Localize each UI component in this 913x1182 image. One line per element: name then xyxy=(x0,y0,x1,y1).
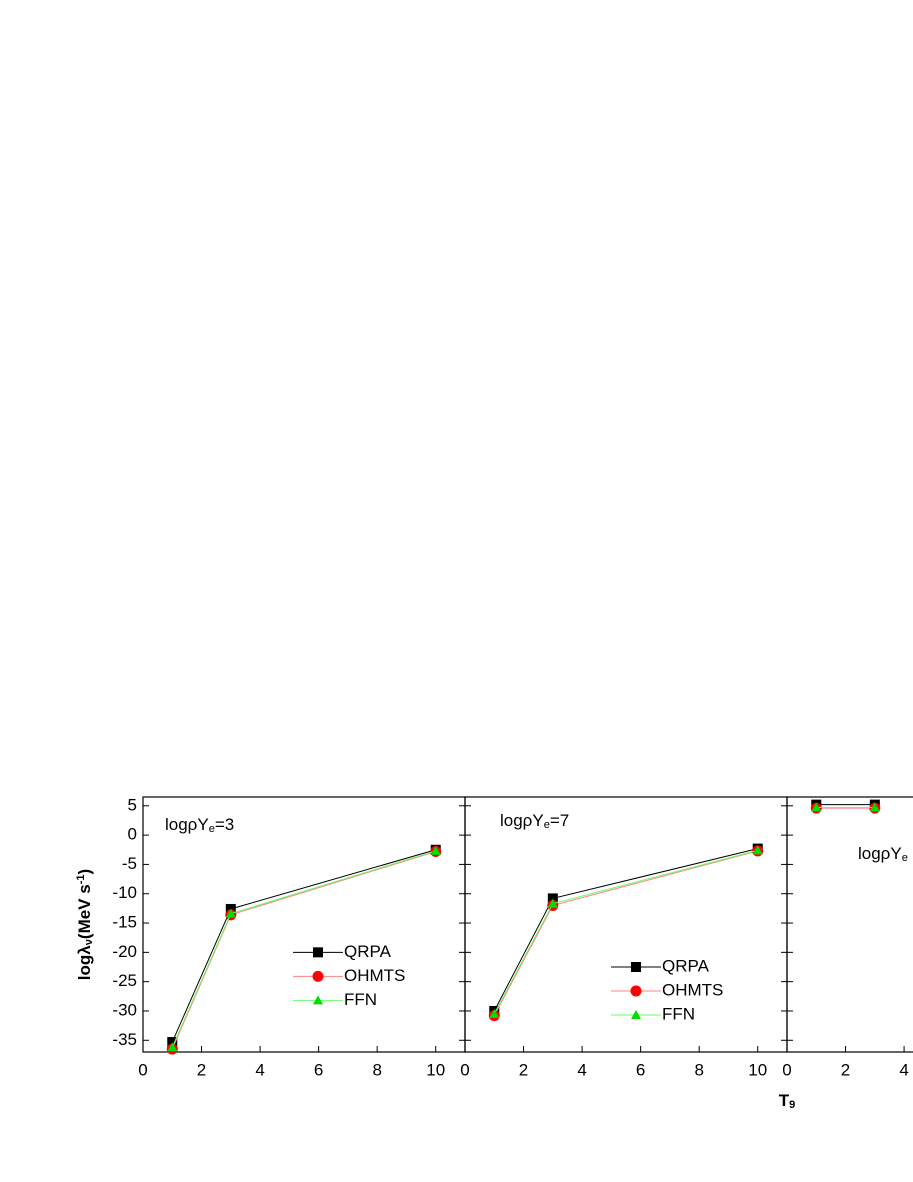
x-axis-label-part: 9 xyxy=(789,1099,795,1111)
x-tick-label: 0 xyxy=(460,1060,469,1079)
legend-label: OHMTS xyxy=(662,980,723,999)
plot-frame xyxy=(142,796,466,1053)
x-tick-label: 8 xyxy=(694,1060,703,1079)
marker xyxy=(489,1008,500,1018)
y-tick-label: -5 xyxy=(122,854,137,873)
legend-marker xyxy=(313,995,323,1005)
series-line xyxy=(171,850,436,1048)
x-tick-label: 4 xyxy=(255,1060,264,1079)
annotation-part: =7 xyxy=(550,811,569,830)
plot-frame xyxy=(464,796,788,1053)
x-tick-label: 6 xyxy=(314,1060,323,1079)
x-tick-label: 0 xyxy=(782,1060,791,1079)
legend-label: QRPA xyxy=(662,956,710,975)
annotation-part: logρY xyxy=(500,811,544,830)
annotation-part: logρY xyxy=(858,844,902,863)
x-tick-label: 10 xyxy=(748,1060,767,1079)
marker xyxy=(752,845,763,855)
x-tick-label: 10 xyxy=(426,1060,445,1079)
y-tick-label: -30 xyxy=(112,1000,137,1019)
y-axis-label-part: ν xyxy=(83,939,95,945)
annotation: logρYe xyxy=(858,844,908,864)
x-tick-label: 4 xyxy=(899,1060,908,1079)
legend-marker xyxy=(631,1010,641,1019)
y-tick-label: -15 xyxy=(112,913,137,932)
marker xyxy=(167,1042,178,1052)
y-axis-label-part: ) xyxy=(75,869,94,875)
annotation-part: e xyxy=(544,819,550,831)
y-tick-label: -25 xyxy=(112,971,137,990)
marker xyxy=(225,908,236,918)
y-tick-label: 5 xyxy=(128,795,137,814)
x-tick-label: 0 xyxy=(138,1060,147,1079)
legend-label: QRPA xyxy=(344,942,392,961)
y-tick-label: -20 xyxy=(112,942,137,961)
x-tick-label: 4 xyxy=(577,1060,586,1079)
legend-marker xyxy=(312,970,324,982)
series-line xyxy=(171,851,436,1050)
y-axis-label-part: -1 xyxy=(75,874,87,884)
annotation-part: logρY xyxy=(165,815,209,834)
y-tick-label: -35 xyxy=(112,1030,137,1049)
annotation: logρYe=3 xyxy=(165,815,234,835)
annotation: logρYe=7 xyxy=(500,811,569,831)
x-tick-label: 8 xyxy=(372,1060,381,1079)
annotation-part: e xyxy=(209,823,215,835)
marker xyxy=(869,802,880,812)
x-tick-label: 2 xyxy=(197,1060,206,1079)
marker xyxy=(167,1037,178,1048)
legend-marker xyxy=(630,985,642,997)
y-tick-label: 0 xyxy=(128,825,137,844)
marker xyxy=(547,898,558,908)
annotation-part: =3 xyxy=(215,815,234,834)
legend-marker xyxy=(313,947,323,958)
legend-label: FFN xyxy=(344,990,377,1009)
marker xyxy=(811,802,822,812)
x-tick-label: 6 xyxy=(636,1060,645,1079)
annotation-part: e xyxy=(902,852,908,864)
y-tick-label: -10 xyxy=(112,883,137,902)
x-tick-label: 2 xyxy=(519,1060,528,1079)
x-axis-label: T9 xyxy=(779,1091,796,1111)
legend-marker xyxy=(631,962,641,972)
x-tick-label: 2 xyxy=(841,1060,850,1079)
series-line xyxy=(171,849,436,1043)
x-axis-label-part: T xyxy=(779,1091,790,1110)
y-axis-label-part: (MeV s xyxy=(75,884,94,939)
legend-label: FFN xyxy=(662,1004,695,1023)
plot-frame xyxy=(786,796,913,1053)
marker xyxy=(547,893,558,904)
legend-label: OHMTS xyxy=(344,966,405,985)
y-axis-label-part: logλ xyxy=(75,945,94,980)
marker xyxy=(430,845,441,855)
y-axis-label: logλν(MeV s-1) xyxy=(75,869,95,980)
